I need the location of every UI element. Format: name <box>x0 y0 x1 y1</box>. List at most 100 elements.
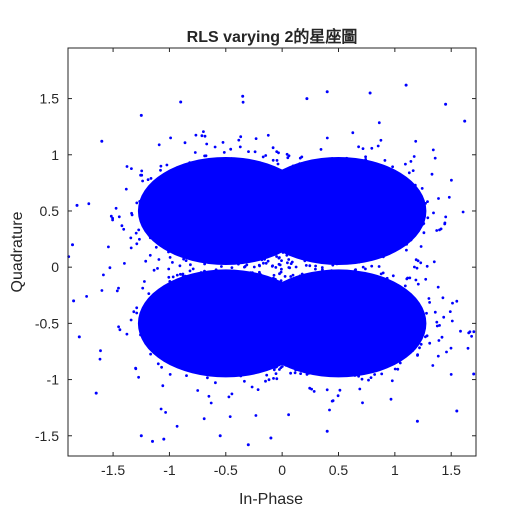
scatter-point <box>252 344 256 347</box>
scatter-point <box>285 152 289 156</box>
scatter-point <box>324 309 328 313</box>
scatter-point <box>212 294 216 297</box>
scatter-point <box>196 165 199 168</box>
scatter-point <box>294 368 298 372</box>
scatter-point <box>201 194 205 198</box>
scatter-point <box>331 179 335 183</box>
scatter-point <box>357 341 361 345</box>
scatter-point <box>179 100 183 104</box>
scatter-point <box>326 295 330 299</box>
scatter-point <box>210 182 214 186</box>
scatter-point <box>396 284 400 287</box>
scatter-point <box>163 327 167 330</box>
scatter-point <box>295 277 299 280</box>
scatter-point <box>200 284 204 288</box>
scatter-point <box>201 215 205 219</box>
scatter-point <box>223 355 226 359</box>
scatter-point <box>177 206 180 210</box>
scatter-point <box>369 335 373 339</box>
scatter-point <box>238 309 242 313</box>
scatter-point <box>251 232 255 236</box>
scatter-point <box>157 258 161 261</box>
scatter-point <box>376 297 380 300</box>
scatter-point <box>322 345 326 349</box>
scatter-point <box>217 178 221 182</box>
scatter-point <box>301 312 305 315</box>
scatter-point <box>380 300 383 304</box>
scatter-point <box>266 307 269 311</box>
scatter-point <box>261 279 264 283</box>
scatter-point <box>289 189 293 193</box>
scatter-point <box>237 331 241 335</box>
scatter-point <box>268 182 272 186</box>
scatter-point <box>363 284 366 288</box>
scatter-point <box>436 354 440 358</box>
scatter-point <box>265 214 269 218</box>
scatter-point <box>324 363 327 367</box>
scatter-point <box>420 187 424 190</box>
scatter-point <box>213 178 216 182</box>
scatter-point <box>449 373 453 376</box>
scatter-point <box>139 333 142 337</box>
scatter-point <box>287 258 291 261</box>
scatter-point <box>380 372 384 376</box>
scatter-point <box>347 354 351 358</box>
scatter-point <box>314 184 318 188</box>
scatter-point <box>299 202 302 206</box>
scatter-point <box>267 359 271 363</box>
scatter-point <box>260 226 264 230</box>
scatter-point <box>267 341 271 345</box>
scatter-point <box>419 261 423 265</box>
scatter-point <box>187 241 191 245</box>
scatter-point <box>301 211 305 215</box>
scatter-point <box>186 275 190 279</box>
scatter-point <box>294 232 298 236</box>
scatter-point <box>368 311 372 315</box>
scatter-point <box>172 180 176 184</box>
scatter-point <box>331 371 334 374</box>
scatter-point <box>202 178 206 182</box>
scatter-point <box>312 336 315 340</box>
scatter-point <box>229 198 232 202</box>
scatter-point <box>278 196 281 200</box>
scatter-point <box>202 318 206 322</box>
scatter-point <box>280 283 284 287</box>
scatter-point <box>312 289 315 292</box>
scatter-point <box>306 299 309 303</box>
scatter-point <box>256 193 260 197</box>
scatter-point <box>212 302 215 306</box>
scatter-point <box>217 356 220 360</box>
scatter-point <box>315 160 319 164</box>
scatter-point <box>340 232 344 236</box>
scatter-point <box>239 351 242 355</box>
scatter-point <box>416 354 419 357</box>
scatter-point <box>102 273 105 277</box>
scatter-point <box>340 168 344 171</box>
scatter-point <box>294 186 298 189</box>
scatter-point <box>382 283 386 287</box>
scatter-point <box>203 270 206 274</box>
scatter-point <box>314 201 317 204</box>
scatter-point <box>261 191 265 195</box>
scatter-point <box>416 282 420 286</box>
scatter-point <box>279 312 282 315</box>
scatter-point <box>367 220 371 224</box>
scatter-point <box>292 214 295 218</box>
scatter-point <box>311 207 315 211</box>
scatter-point <box>214 189 218 193</box>
scatter-point <box>226 331 230 334</box>
scatter-point <box>208 315 211 319</box>
scatter-point <box>215 174 219 178</box>
scatter-point <box>200 134 204 138</box>
scatter-point <box>172 300 176 304</box>
scatter-point <box>169 136 173 140</box>
scatter-point <box>188 215 192 218</box>
scatter-point <box>389 331 393 335</box>
scatter-point <box>293 223 296 227</box>
scatter-point <box>234 325 238 328</box>
scatter-point <box>167 216 171 220</box>
scatter-point <box>208 195 211 199</box>
scatter-point <box>199 313 202 317</box>
scatter-point <box>231 360 235 364</box>
scatter-point <box>252 230 256 234</box>
